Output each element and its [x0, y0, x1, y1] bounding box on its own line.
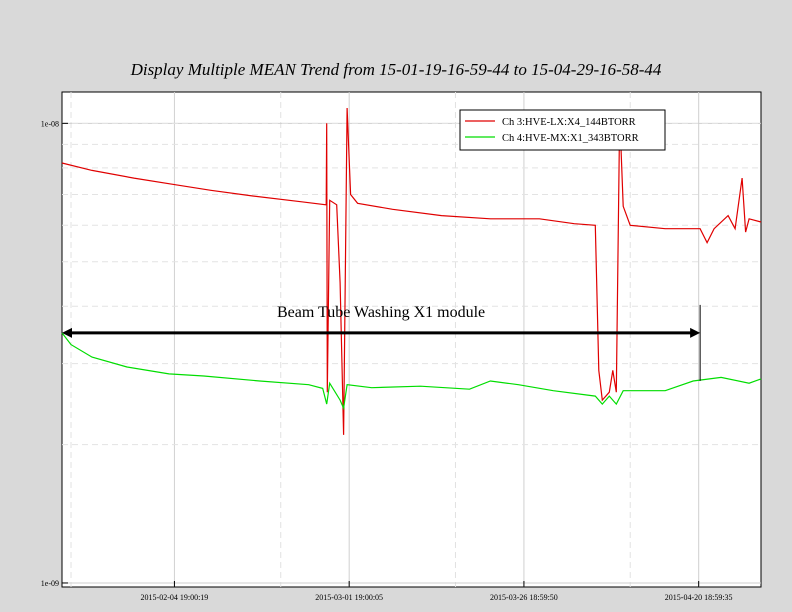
legend-label-2: Ch 4:HVE-MX:X1_343BTORR	[502, 133, 639, 144]
x-tick-label: 2015-03-01 19:00:05	[315, 593, 383, 602]
series-line-1	[61, 107, 762, 435]
x-tick-label: 2015-02-04 19:00:19	[141, 593, 209, 602]
y-tick-label: 1e-08	[41, 119, 59, 128]
plot-area	[61, 91, 762, 588]
series-line-2	[61, 332, 762, 411]
legend-box	[459, 109, 666, 151]
chart-title: Display Multiple MEAN Trend from 15-01-1…	[130, 60, 662, 79]
annotation-arrowhead-right	[690, 327, 701, 338]
legend-label-1: Ch 3:HVE-LX:X4_144BTORR	[502, 117, 636, 128]
series-lines	[61, 107, 762, 435]
annotation-arrowhead-left	[62, 327, 73, 338]
y-tick-label: 1e-09	[41, 579, 59, 588]
axis-ticks: 1e-08 1e-09 2015-02-04 19:00:19 2015-03-01 …	[41, 119, 733, 602]
legend: Ch 3:HVE-LX:X4_144BTORR Ch 4:HVE-MX:X1_34…	[459, 109, 666, 151]
x-tick-label: 2015-04-20 18:59:35	[665, 593, 733, 602]
x-tick-label: 2015-03-26 18:59:50	[490, 593, 558, 602]
annotation-label: Beam Tube Washing X1 module	[277, 304, 485, 321]
annotation-group: Beam Tube Washing X1 module	[62, 304, 701, 381]
